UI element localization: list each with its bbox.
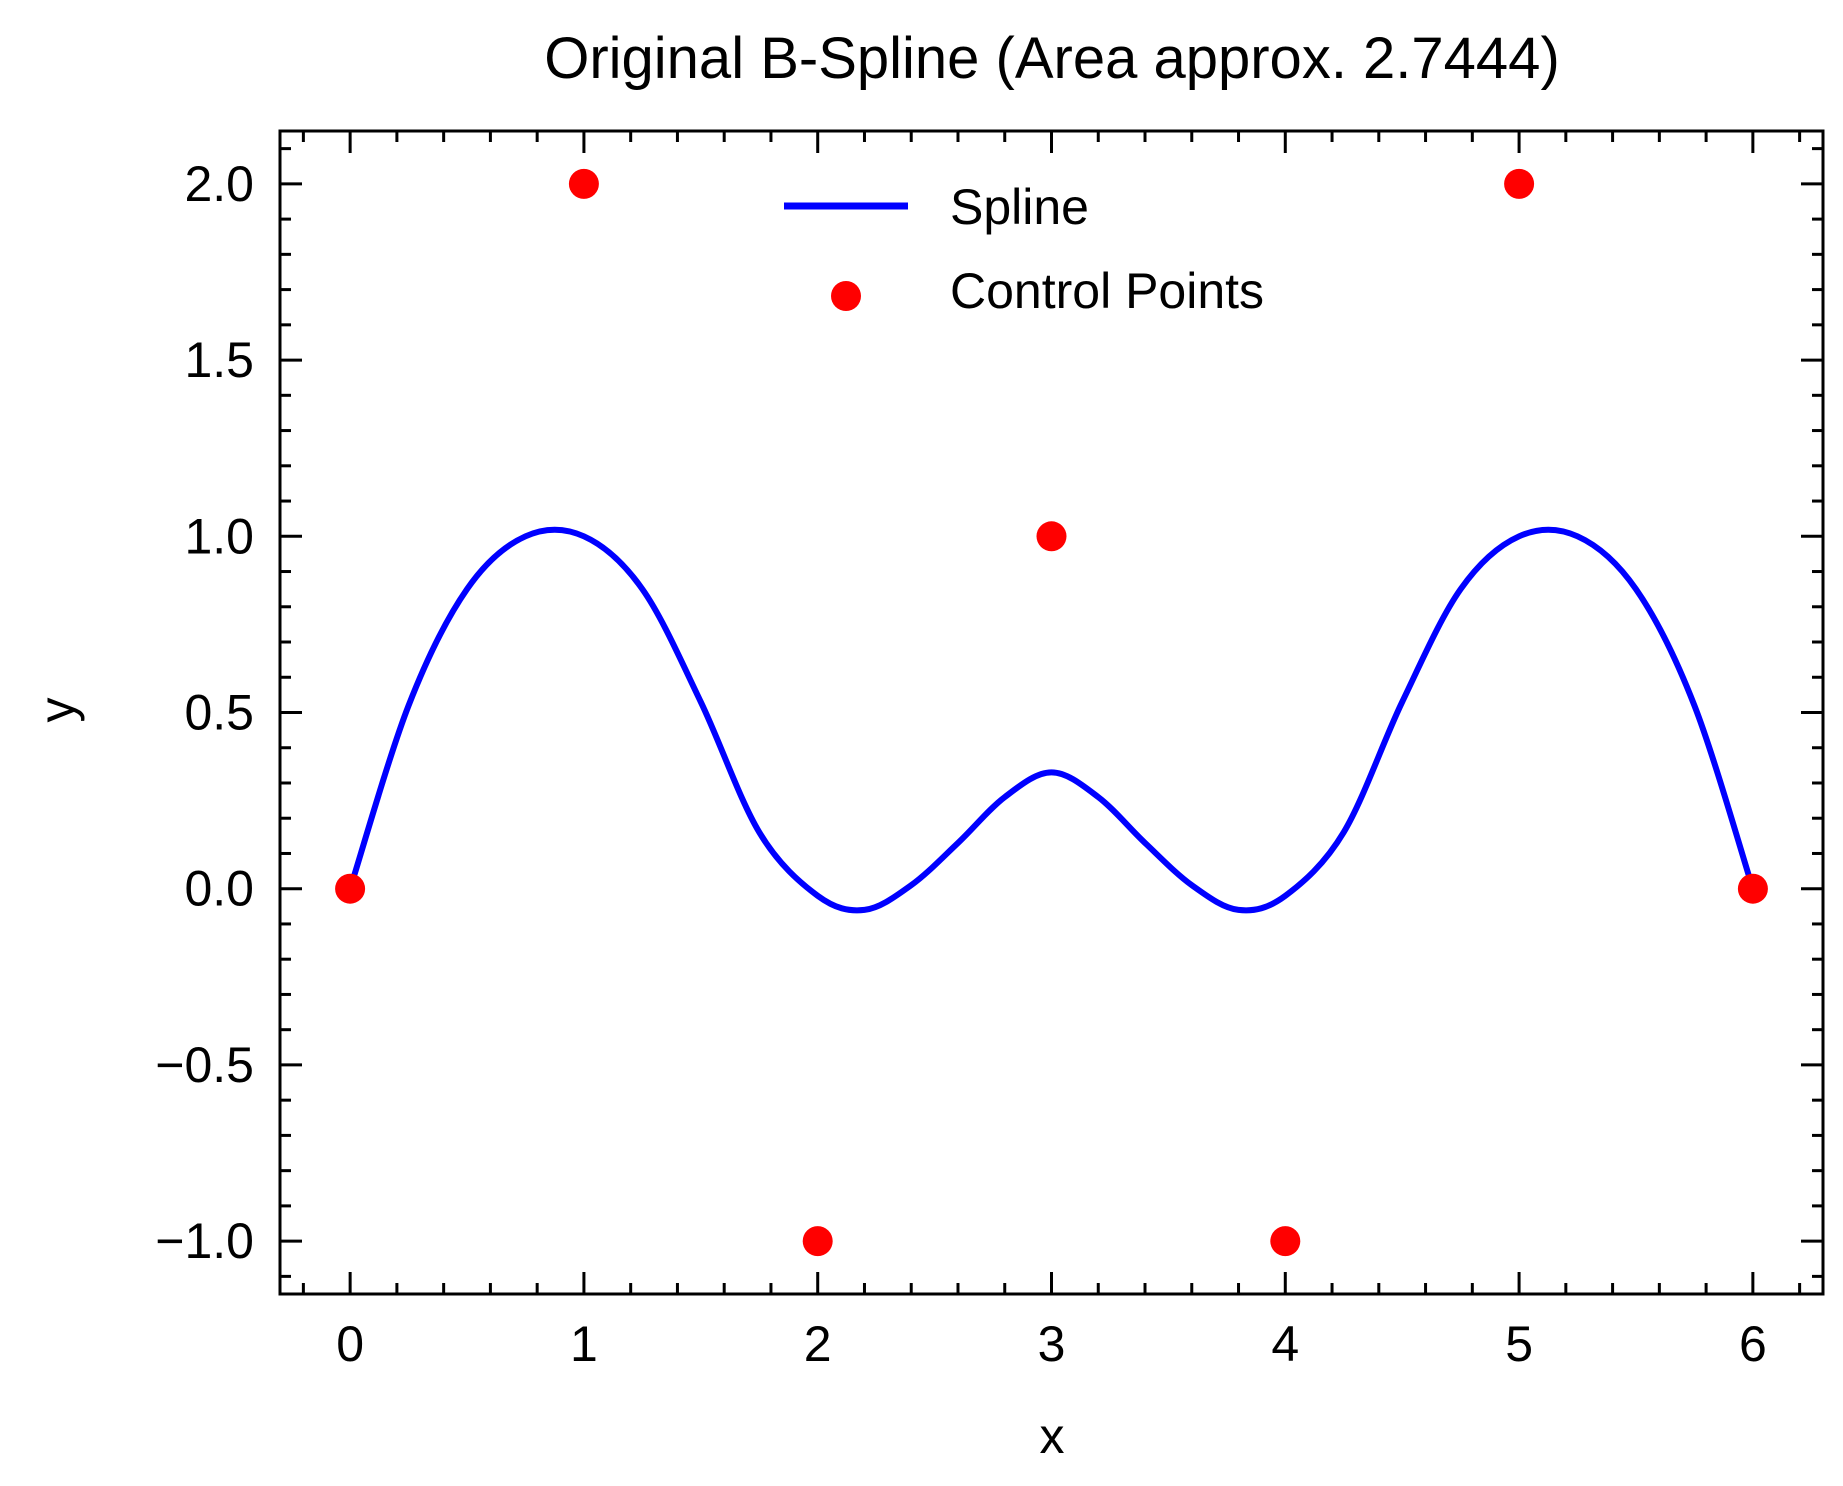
control-point bbox=[1036, 521, 1067, 552]
x-tick-label: 2 bbox=[804, 1316, 832, 1372]
axis-ticks bbox=[280, 131, 1823, 1294]
control-point bbox=[335, 873, 366, 904]
y-axis-label: y bbox=[29, 698, 85, 723]
y-tick-label: 1.0 bbox=[184, 508, 254, 564]
y-tick-label: −0.5 bbox=[155, 1037, 254, 1093]
x-tick-label: 0 bbox=[336, 1316, 364, 1372]
series-line-spline bbox=[347, 526, 1756, 914]
x-tick-label: 3 bbox=[1038, 1316, 1066, 1372]
control-point bbox=[802, 1226, 833, 1257]
x-tick-label: 4 bbox=[1271, 1316, 1299, 1372]
control-point bbox=[1270, 1226, 1301, 1257]
legend-label-control-points: Control Points bbox=[950, 263, 1264, 319]
plot-frame bbox=[278, 129, 1825, 1296]
plot-area bbox=[335, 168, 1768, 1257]
legend: Spline Control Points bbox=[784, 179, 1264, 319]
control-point bbox=[568, 168, 599, 199]
x-axis-label: x bbox=[1040, 1408, 1065, 1464]
x-tick-label: 1 bbox=[570, 1316, 598, 1372]
legend-label-spline: Spline bbox=[950, 179, 1089, 235]
y-tick-label: 0.0 bbox=[184, 861, 254, 917]
y-tick-label: −1.0 bbox=[155, 1213, 254, 1269]
y-tick-label: 2.0 bbox=[184, 156, 254, 212]
legend-marker-sample bbox=[831, 281, 861, 311]
y-tick-label: 0.5 bbox=[184, 685, 254, 741]
x-tick-label: 6 bbox=[1739, 1316, 1767, 1372]
x-tick-label: 5 bbox=[1505, 1316, 1533, 1372]
y-tick-label: 1.5 bbox=[184, 332, 254, 388]
chart-title: Original B-Spline (Area approx. 2.7444) bbox=[544, 26, 1560, 91]
control-point bbox=[1504, 168, 1535, 199]
tick-labels: 0 1 2 3 4 5 6 −1.0 −0.5 0.0 0.5 1.0 1.5 2.0 bbox=[155, 156, 1767, 1372]
control-point bbox=[1737, 873, 1768, 904]
